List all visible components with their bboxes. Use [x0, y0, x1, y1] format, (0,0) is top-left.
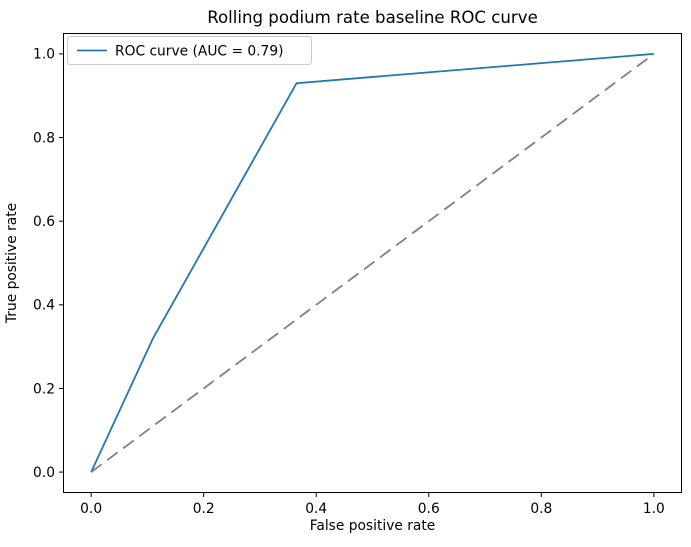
legend-label: ROC curve (AUC = 0.79)	[115, 44, 284, 60]
legend-box	[67, 36, 312, 65]
y-tick-label: 0.4	[33, 298, 55, 314]
plot-area-border	[63, 33, 682, 493]
x-tick-label: 0.6	[418, 501, 440, 517]
y-tick-label: 0.8	[33, 130, 55, 146]
x-tick-label: 0.2	[193, 501, 215, 517]
chance-diagonal-line	[90, 53, 655, 473]
legend: ROC curve (AUC = 0.79)	[67, 36, 312, 65]
x-tick-label: 0.4	[305, 501, 327, 517]
y-axis-label: True positive rate	[4, 203, 20, 324]
x-axis-label: False positive rate	[310, 518, 436, 534]
y-tick-label: 0.0	[33, 465, 55, 481]
axis-ticks: 0.0 0.2 0.4 0.6 0.8 1.0 0.0 0.2 0.4 0.6 0.8 1.0	[33, 47, 665, 517]
y-tick-label: 0.2	[33, 381, 55, 397]
chart-title: Rolling podium rate baseline ROC curve	[207, 8, 538, 27]
plot-series	[90, 53, 655, 473]
x-tick-label: 0.8	[530, 501, 552, 517]
roc-curve-line	[90, 53, 654, 473]
y-tick-label: 0.6	[33, 214, 55, 230]
x-tick-label: 1.0	[643, 501, 665, 517]
x-tick-label: 0.0	[80, 501, 102, 517]
y-tick-label: 1.0	[33, 47, 55, 63]
